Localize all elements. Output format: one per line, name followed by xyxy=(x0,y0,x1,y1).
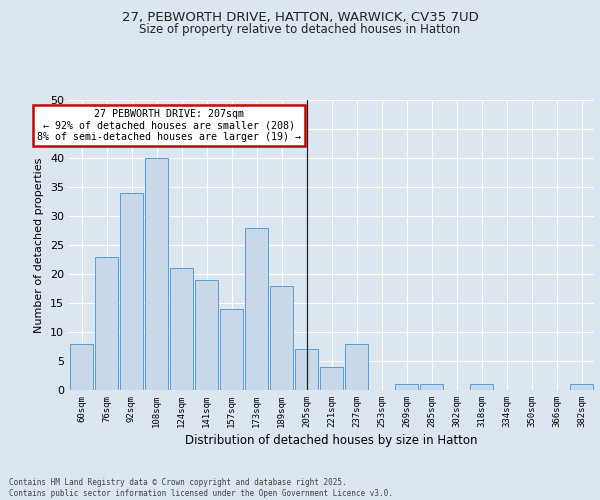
Text: 27 PEBWORTH DRIVE: 207sqm
← 92% of detached houses are smaller (208)
8% of semi-: 27 PEBWORTH DRIVE: 207sqm ← 92% of detac… xyxy=(37,108,301,142)
Bar xyxy=(245,228,268,390)
Bar xyxy=(320,367,343,390)
Bar xyxy=(395,384,418,390)
Bar xyxy=(194,280,218,390)
Bar xyxy=(170,268,193,390)
Bar xyxy=(419,384,443,390)
X-axis label: Distribution of detached houses by size in Hatton: Distribution of detached houses by size … xyxy=(185,434,478,447)
Bar xyxy=(220,309,244,390)
Y-axis label: Number of detached properties: Number of detached properties xyxy=(34,158,44,332)
Bar xyxy=(119,193,143,390)
Bar xyxy=(70,344,94,390)
Bar xyxy=(145,158,169,390)
Text: Size of property relative to detached houses in Hatton: Size of property relative to detached ho… xyxy=(139,22,461,36)
Bar xyxy=(295,350,319,390)
Bar xyxy=(95,256,118,390)
Bar xyxy=(470,384,493,390)
Bar xyxy=(569,384,593,390)
Bar xyxy=(269,286,293,390)
Text: Contains HM Land Registry data © Crown copyright and database right 2025.
Contai: Contains HM Land Registry data © Crown c… xyxy=(9,478,393,498)
Bar xyxy=(344,344,368,390)
Text: 27, PEBWORTH DRIVE, HATTON, WARWICK, CV35 7UD: 27, PEBWORTH DRIVE, HATTON, WARWICK, CV3… xyxy=(122,11,478,24)
